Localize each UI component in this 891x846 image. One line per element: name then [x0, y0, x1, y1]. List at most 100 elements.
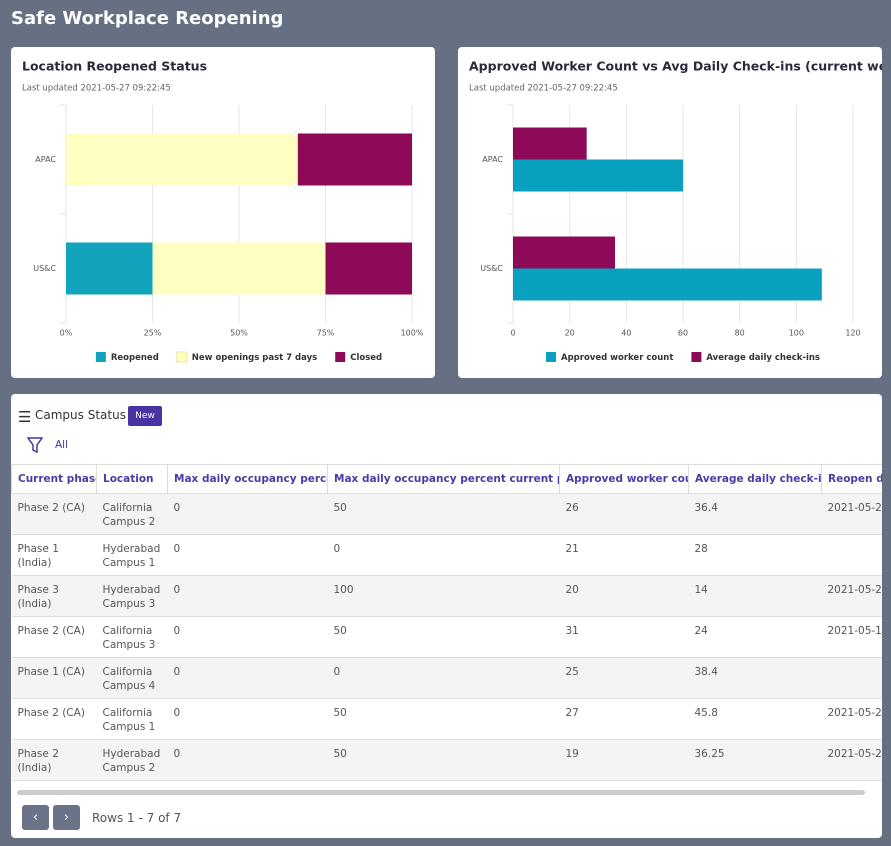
table-cell: 36.4 [688, 493, 822, 535]
table-cell: 2021-05-25 [821, 575, 882, 617]
table-cell: 2021-05-25 [821, 739, 882, 781]
x-tick-label: 0% [60, 329, 73, 338]
column-header: Max daily occupancy percent current phas… [327, 464, 560, 494]
page-title: Safe Workplace Reopening [11, 8, 284, 29]
y-tick-label: APAC [35, 155, 56, 164]
table-wrap: Current phase Location Max daily occupancy… [11, 464, 882, 794]
table-cell: 0 [167, 493, 328, 535]
table-row: Phase 2 (CA) California Campus 1 0 50 27 45.8… [11, 698, 882, 740]
table-cell: California Campus 2 [96, 493, 168, 535]
table-cell: Phase 2 (India) [11, 739, 97, 781]
bar-segment [297, 133, 412, 186]
table-cell: 36.25 [688, 739, 822, 781]
x-tick-label: 120 [845, 329, 860, 338]
legend-swatch [176, 351, 188, 363]
table-cell: 2021-05-25 [821, 493, 882, 535]
chart-title: Location Reopened Status [22, 59, 207, 74]
table-cell: 2021-05-15 [821, 616, 882, 658]
table-row: Phase 2 (India) Hyderabad Campus 2 0 50 19 36… [11, 739, 882, 781]
x-tick-label: 50% [230, 329, 248, 338]
chart-subtitle: Last updated 2021-05-27 09:22:45 [22, 84, 171, 94]
bar [513, 159, 683, 192]
x-tick-label: 100% [401, 329, 424, 338]
table-cell: 21 [559, 534, 689, 576]
table-cell: Phase 2 (CA) [11, 616, 97, 658]
scrollbar[interactable] [17, 790, 865, 795]
table-row: Phase 2 (CA) California Campus 2 0 50 26 36.4… [11, 493, 882, 535]
table-row: Phase 3 (India) Hyderabad Campus 3 0 100 20 1… [11, 575, 882, 617]
table-cell: 14 [688, 575, 822, 617]
x-tick-label: 0 [510, 329, 515, 338]
table-cell: Phase 2 (CA) [11, 493, 97, 535]
filter-all[interactable]: All [55, 439, 69, 451]
bar [513, 127, 587, 160]
table-cell: 25 [559, 657, 689, 699]
chart-title: Approved Worker Count vs Avg Daily Check… [469, 59, 882, 74]
table-cell: Phase 1 (CA) [11, 657, 97, 699]
bar [513, 268, 822, 301]
legend-label: Average daily check-ins [706, 353, 820, 363]
bar-segment [66, 133, 298, 186]
chart-subtitle: Last updated 2021-05-27 09:22:45 [469, 84, 618, 94]
table-row: Phase 1 (CA) California Campus 4 0 0 25 38.4 [11, 657, 882, 699]
chart: Location Reopened Status Last updated 202… [22, 59, 424, 364]
x-tick-label: 80 [735, 329, 745, 338]
x-tick-label: 60 [678, 329, 688, 338]
table-title: Campus Status [35, 408, 126, 422]
table-cell: 0 [327, 534, 560, 576]
chart-card: Location Reopened Status Last updated 202… [11, 47, 435, 378]
table-cell: 50 [327, 616, 560, 658]
x-tick-label: 100 [789, 329, 804, 338]
table-cell: 31 [559, 616, 689, 658]
menu-icon[interactable]: ☰ [18, 408, 32, 426]
legend-swatch [95, 352, 106, 362]
table-row: Phase 2 (CA) California Campus 3 0 50 31 24 20… [11, 616, 882, 658]
bar-segment [66, 242, 153, 295]
table-cell: 50 [327, 739, 560, 781]
table-cell: California Campus 3 [96, 616, 168, 658]
table-cell: 45.8 [688, 698, 822, 740]
table-cell: Hyderabad Campus 2 [96, 739, 168, 781]
filter-icon[interactable] [27, 436, 43, 454]
table-cell: 27 [559, 698, 689, 740]
table-cell: 0 [167, 575, 328, 617]
legend-swatch [546, 352, 557, 362]
table-cell: 38.4 [688, 657, 822, 699]
column-header: Location [96, 464, 168, 494]
legend-swatch [691, 352, 702, 362]
table-cell: 2021-05-25 [821, 698, 882, 740]
table-cell: Phase 1 (India) [11, 534, 97, 576]
column-header: Max daily occupancy percent [167, 464, 328, 494]
next-button[interactable]: › [53, 805, 80, 830]
table-cell: 0 [327, 657, 560, 699]
legend-label: Closed [350, 353, 382, 363]
table-cell: 0 [167, 657, 328, 699]
column-header: Approved worker count [559, 464, 689, 494]
y-tick-label: APAC [482, 155, 503, 164]
y-tick-label: US&C [480, 264, 503, 273]
table-cell: 0 [167, 739, 328, 781]
x-tick-label: 40 [621, 329, 631, 338]
table-cell: 24 [688, 616, 822, 658]
column-header: Average daily check-ins [688, 464, 822, 494]
table-cell: 19 [559, 739, 689, 781]
x-tick-label: 25% [144, 329, 162, 338]
legend-swatch [335, 352, 346, 362]
table-cell: 50 [327, 698, 560, 740]
table-cell: California Campus 4 [96, 657, 168, 699]
table-cell: Phase 2 (CA) [11, 698, 97, 740]
bar [513, 236, 615, 269]
data-table: Current phase Location Max daily occupancy… [11, 464, 882, 781]
new-button[interactable]: New [128, 406, 162, 426]
table-cell: 20 [559, 575, 689, 617]
legend-label: Reopened [111, 353, 159, 363]
bar-segment [152, 242, 326, 295]
table-cell: 28 [688, 534, 822, 576]
table-cell: California Campus 1 [96, 698, 168, 740]
table-cell: 26 [559, 493, 689, 535]
table-cell [821, 657, 882, 699]
table-row: Phase 1 (India) Hyderabad Campus 1 0 0 21 28 [11, 534, 882, 576]
prev-button[interactable]: ‹ [22, 805, 49, 830]
y-tick-label: US&C [33, 264, 56, 273]
